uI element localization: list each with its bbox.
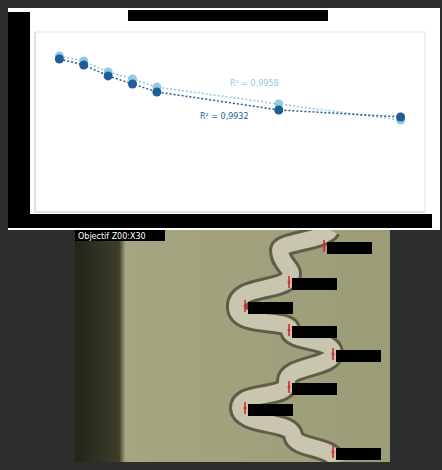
html-text:R² = 0,9958: R² = 0,9958	[230, 79, 279, 88]
svg-text:Objectif Z00:X30: Objectif Z00:X30	[78, 232, 146, 241]
html-text:R² = 0,9932: R² = 0,9932	[200, 112, 249, 121]
